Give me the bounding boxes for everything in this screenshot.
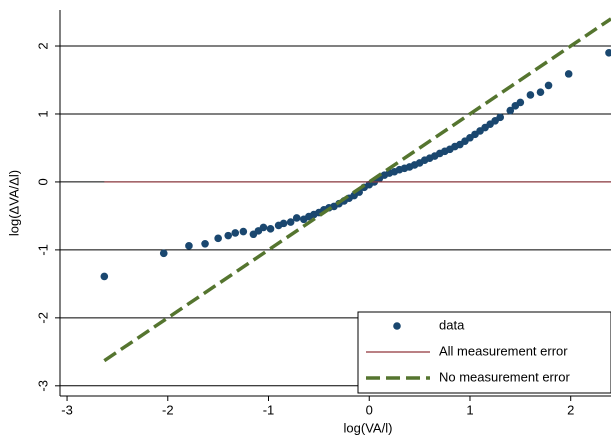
x-tick-label: -1 [263, 402, 275, 417]
point [201, 239, 209, 248]
x-tick-label: -2 [162, 402, 174, 417]
legend-label: All measurement error [439, 343, 568, 358]
point [266, 225, 275, 233]
y-tick-label: -3 [35, 380, 50, 392]
point [259, 223, 268, 232]
x-tick-label: -3 [61, 402, 73, 417]
y-tick-label: -1 [35, 244, 50, 256]
point [564, 70, 573, 78]
point [239, 227, 248, 236]
point [536, 88, 545, 97]
point [496, 113, 504, 122]
y-tick-label: -2 [35, 312, 50, 324]
line [103, 17, 611, 363]
point [544, 81, 553, 90]
point [516, 98, 525, 107]
legend-marker [393, 322, 401, 330]
point [286, 218, 295, 226]
point [100, 272, 109, 281]
legend-label: No measurement error [439, 369, 570, 384]
point [159, 249, 168, 258]
point [279, 219, 288, 228]
y-tick-label: 0 [35, 178, 50, 185]
y-axis-label: log(ΔVA/Δl) [6, 170, 21, 236]
point [224, 231, 233, 240]
y-tick-label: 1 [35, 110, 50, 117]
point [605, 49, 611, 57]
point [526, 91, 535, 99]
point [214, 234, 222, 243]
legend-label: data [439, 317, 465, 332]
point [231, 229, 240, 237]
x-axis-label: log(VA/l) [344, 420, 393, 435]
point [292, 214, 301, 222]
x-tick-label: 1 [466, 402, 473, 417]
point [506, 106, 515, 115]
x-tick-label: 2 [567, 402, 574, 417]
y-tick-label: 2 [35, 42, 50, 49]
x-tick-label: 0 [366, 402, 373, 417]
point [185, 242, 193, 250]
